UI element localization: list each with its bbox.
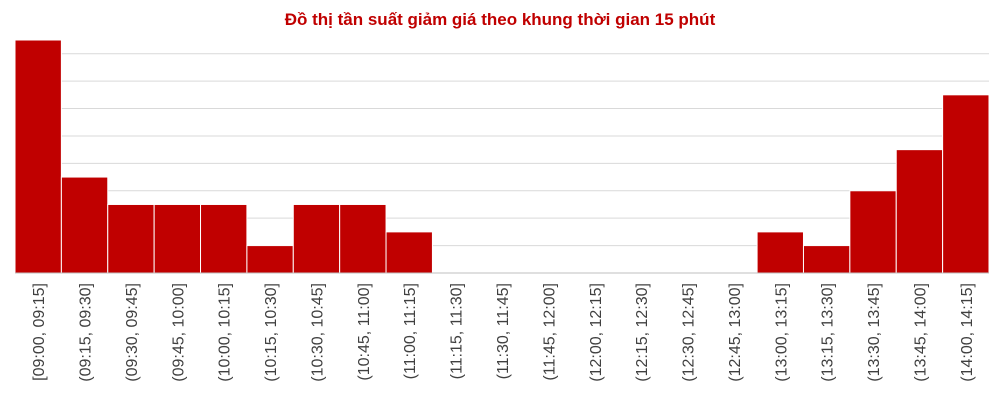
bar xyxy=(385,231,433,274)
x-tick-label: (09:15, 09:30] xyxy=(78,283,95,382)
x-tick-label: (09:45, 10:00] xyxy=(170,283,187,382)
bar xyxy=(107,203,155,274)
bar xyxy=(200,203,248,274)
bar xyxy=(153,203,202,274)
x-tick-label: (11:45, 12:00] xyxy=(541,283,558,381)
x-tick-label: (14:00, 14:15] xyxy=(959,283,976,382)
x-tick-label: (13:00, 13:15] xyxy=(773,283,790,382)
x-tick-label: (11:30, 11:45] xyxy=(495,283,512,379)
x-tick-label: (12:45, 13:00] xyxy=(727,283,744,382)
bar xyxy=(14,39,62,274)
bar xyxy=(60,176,109,274)
x-tick-label: (09:30, 09:45] xyxy=(124,283,141,382)
bar xyxy=(246,245,294,274)
x-tick-label: [09:00, 09:15] xyxy=(31,283,48,381)
x-tick-label: (11:15, 11:30] xyxy=(449,283,466,379)
x-tick-labels: [09:00, 09:15] (09:15, 09:30] (09:30, 09:4… xyxy=(31,283,976,382)
x-tick-label: (10:15, 10:30] xyxy=(263,283,280,382)
bar xyxy=(895,149,944,274)
chart-title: Đồ thị tần suất giảm giá theo khung thời… xyxy=(284,10,716,29)
bar xyxy=(849,190,897,274)
x-tick-label: (10:30, 10:45] xyxy=(309,283,326,382)
gridlines xyxy=(15,53,989,247)
bar xyxy=(942,94,990,274)
bar xyxy=(339,203,387,274)
bar xyxy=(292,203,341,274)
x-tick-label: (12:30, 12:45] xyxy=(681,283,698,382)
x-tick-label: (10:45, 11:00] xyxy=(356,283,373,381)
bar xyxy=(756,231,804,274)
x-tick-label: (11:00, 11:15] xyxy=(402,283,419,379)
x-tick-label: (12:15, 12:30] xyxy=(634,283,651,382)
x-tick-label: (12:00, 12:15] xyxy=(588,283,605,382)
x-tick-label: (13:30, 13:45] xyxy=(866,283,883,382)
x-tick-label: (13:15, 13:30] xyxy=(820,283,837,382)
bars xyxy=(14,39,990,274)
x-tick-label: (10:00, 10:15] xyxy=(217,283,234,382)
x-tick-label: (13:45, 14:00] xyxy=(912,283,929,382)
bar xyxy=(802,245,851,274)
